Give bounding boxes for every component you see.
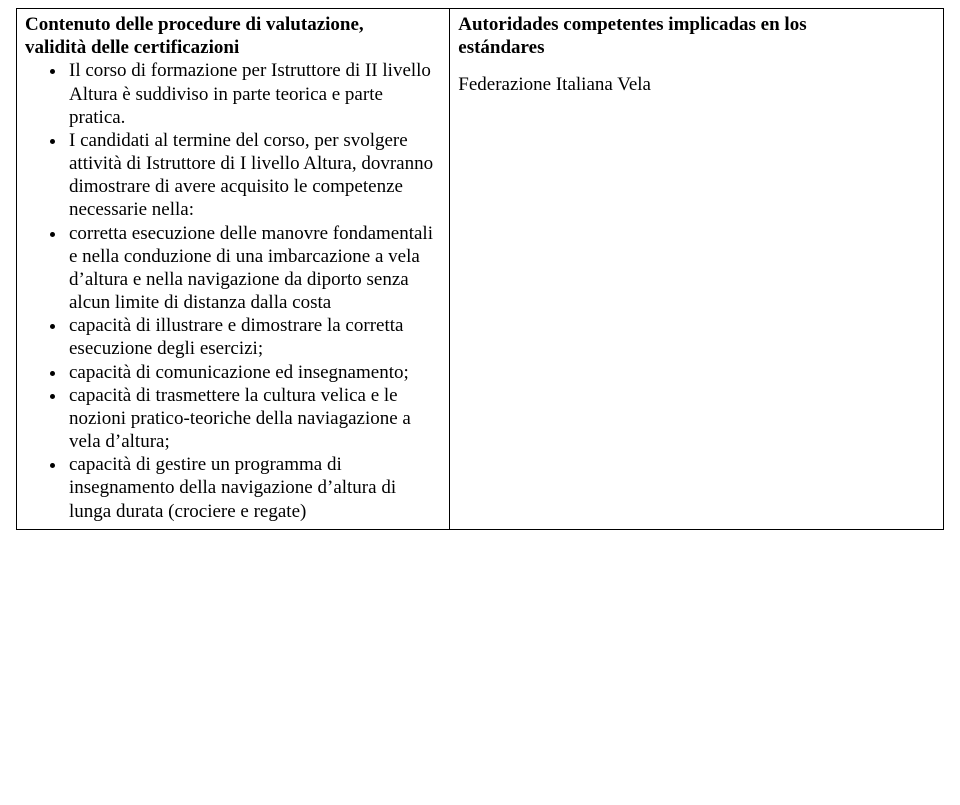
left-intro-text: Il corso di formazione per Istruttore di… [69,60,431,127]
two-column-table: Contenuto delle procedure di valutazione… [16,8,944,530]
left-intro-list: Il corso di formazione per Istruttore di… [25,59,441,522]
list-item: Il corso di formazione per Istruttore di… [67,59,441,129]
left-bullet-0: corretta esecuzione delle manovre fondam… [69,223,433,314]
table-row: Contenuto delle procedure di valutazione… [17,9,944,530]
list-item: capacità di illustrare e dimostrare la c… [67,314,441,360]
right-cell: Autoridades competentes implicadas en lo… [450,9,944,530]
list-item: capacità di comunicazione ed insegnament… [67,361,441,384]
left-bullet-1: capacità di illustrare e dimostrare la c… [69,315,403,359]
left-bullet-4: capacità di gestire un programma di inse… [69,454,396,521]
left-leadin-text: I candidati al termine del corso, per sv… [69,130,433,221]
page: Contenuto delle procedure di valutazione… [0,0,960,805]
right-body: Federazione Italiana Vela [458,73,935,96]
left-bullet-2: capacità di comunicazione ed insegnament… [69,362,409,383]
right-heading-line2: estándares [458,37,544,58]
list-item: I candidati al termine del corso, per sv… [67,129,441,222]
left-bullet-3: capacità di trasmettere la cultura velic… [69,385,411,452]
left-heading-line1: Contenuto delle procedure di valutazione… [25,14,364,35]
right-heading: Autoridades competentes implicadas en lo… [458,13,935,59]
list-item: capacità di trasmettere la cultura velic… [67,384,441,454]
left-heading: Contenuto delle procedure di valutazione… [25,13,441,59]
list-item: corretta esecuzione delle manovre fondam… [67,222,441,315]
left-heading-line2: validità delle certificazioni [25,37,239,58]
right-heading-line1: Autoridades competentes implicadas en lo… [458,14,806,35]
list-item: capacità di gestire un programma di inse… [67,453,441,523]
left-cell: Contenuto delle procedure di valutazione… [17,9,450,530]
